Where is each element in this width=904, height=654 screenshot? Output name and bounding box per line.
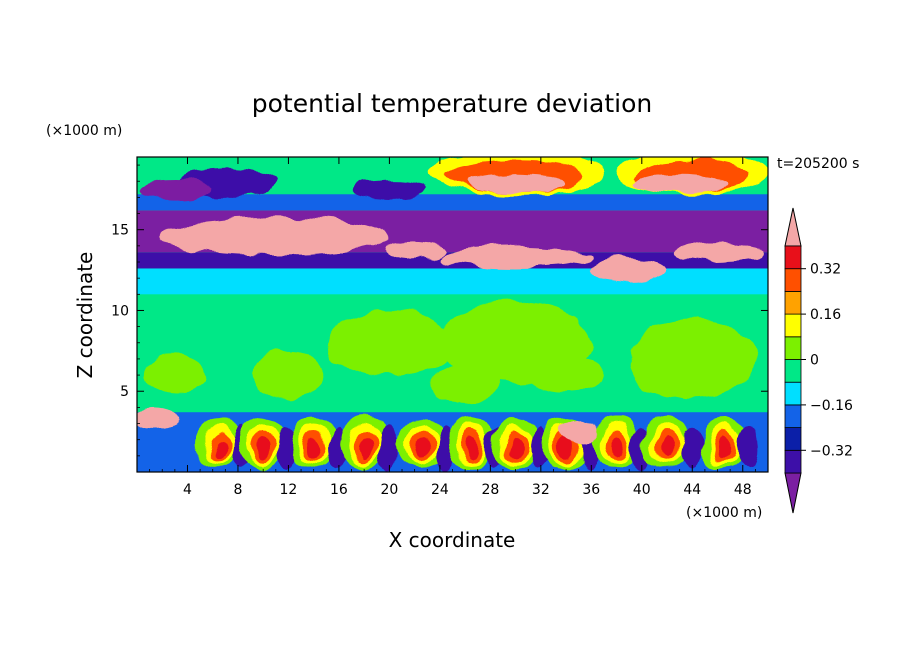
lower-cell-peak	[610, 436, 623, 460]
lower-pink-patch	[559, 418, 598, 445]
cyan-layer	[137, 268, 768, 295]
time-label: t=205200 s	[777, 156, 859, 172]
colorbar-box	[784, 336, 802, 360]
x-tick-label: 32	[532, 482, 550, 498]
mid-warm-patch	[326, 310, 453, 376]
x-axis: 4 8 12 16 20 24 28 32 36 40 44 48	[149, 157, 756, 498]
colorbar-box	[784, 404, 802, 428]
lower-cell-peak	[660, 436, 674, 460]
lower-pink-patch	[137, 407, 179, 430]
top-warm-arch	[465, 173, 567, 193]
mid-warm-patch	[250, 350, 327, 400]
anomaly-blobs	[137, 157, 768, 469]
lower-cold-cell	[378, 426, 399, 469]
lower-cell-peak	[256, 436, 270, 460]
lower-cell-peak	[307, 436, 320, 460]
contour-field	[137, 157, 768, 472]
lower-cell-peak	[465, 436, 478, 460]
x-unit-label: (×1000 m)	[686, 505, 762, 521]
colorbar-box	[784, 359, 802, 383]
colorbar-box	[784, 313, 802, 338]
colorbar-box	[784, 245, 802, 270]
x-tick-label: 36	[582, 482, 600, 498]
mid-warm-patch	[143, 355, 207, 395]
colorbar: 0.32 0.16 0 −0.16 −0.32	[784, 207, 853, 514]
colorbar-label: 0	[810, 353, 819, 369]
lower-cell-peak	[357, 436, 371, 460]
colorbar-bottom-arrow	[784, 472, 802, 514]
x-tick-label: 24	[431, 482, 449, 498]
colorbar-top-arrow	[784, 207, 802, 247]
y-tick-label: 5	[120, 384, 129, 400]
upper-pink-patch	[591, 257, 668, 284]
colorbar-box	[784, 449, 802, 474]
lower-cell-peak	[509, 436, 522, 460]
y-tick-label: 15	[111, 223, 129, 239]
y-axis: 5 10 15	[111, 164, 768, 457]
chart-title: potential temperature deviation	[252, 89, 652, 118]
y-unit-label: (×1000 m)	[46, 123, 122, 139]
upper-pink-band	[162, 216, 390, 256]
lower-cell-peak	[212, 436, 226, 460]
x-tick-label: 28	[481, 482, 499, 498]
colorbar-label: 0.32	[810, 262, 841, 278]
x-tick-label: 8	[233, 482, 242, 498]
upper-blue-layer	[137, 194, 768, 211]
top-warm-arch	[635, 174, 724, 195]
colorbar-box	[784, 268, 802, 292]
mid-warm-patch	[528, 358, 604, 392]
x-tick-label: 40	[633, 482, 651, 498]
colorbar-box	[784, 427, 802, 451]
lower-cell-peak	[414, 436, 428, 460]
colorbar-label: −0.16	[810, 398, 853, 414]
lower-cell-peak	[717, 436, 731, 460]
mid-warm-patch	[427, 363, 503, 403]
x-tick-label: 20	[380, 482, 398, 498]
x-tick-label: 44	[683, 482, 701, 498]
lower-cold-cell	[737, 426, 758, 469]
x-tick-label: 4	[183, 482, 192, 498]
x-axis-label: X coordinate	[389, 528, 516, 552]
x-tick-label: 48	[734, 482, 752, 498]
colorbar-label: 0.16	[810, 307, 841, 323]
upper-pink-patch	[673, 242, 762, 262]
y-axis-label: Z coordinate	[73, 252, 97, 379]
lower-cold-cell	[680, 426, 702, 469]
y-tick-label: 10	[111, 303, 129, 319]
mid-warm-patch	[629, 318, 756, 400]
top-cold-patch	[351, 179, 428, 199]
x-tick-label: 12	[280, 482, 298, 498]
colorbar-label: −0.32	[810, 443, 853, 459]
colorbar-box	[784, 381, 802, 406]
x-tick-label: 16	[330, 482, 348, 498]
colorbar-box	[784, 290, 802, 315]
upper-pink-patch	[383, 239, 447, 259]
upper-pink-patch	[439, 245, 592, 269]
top-cold-patch	[137, 178, 213, 201]
